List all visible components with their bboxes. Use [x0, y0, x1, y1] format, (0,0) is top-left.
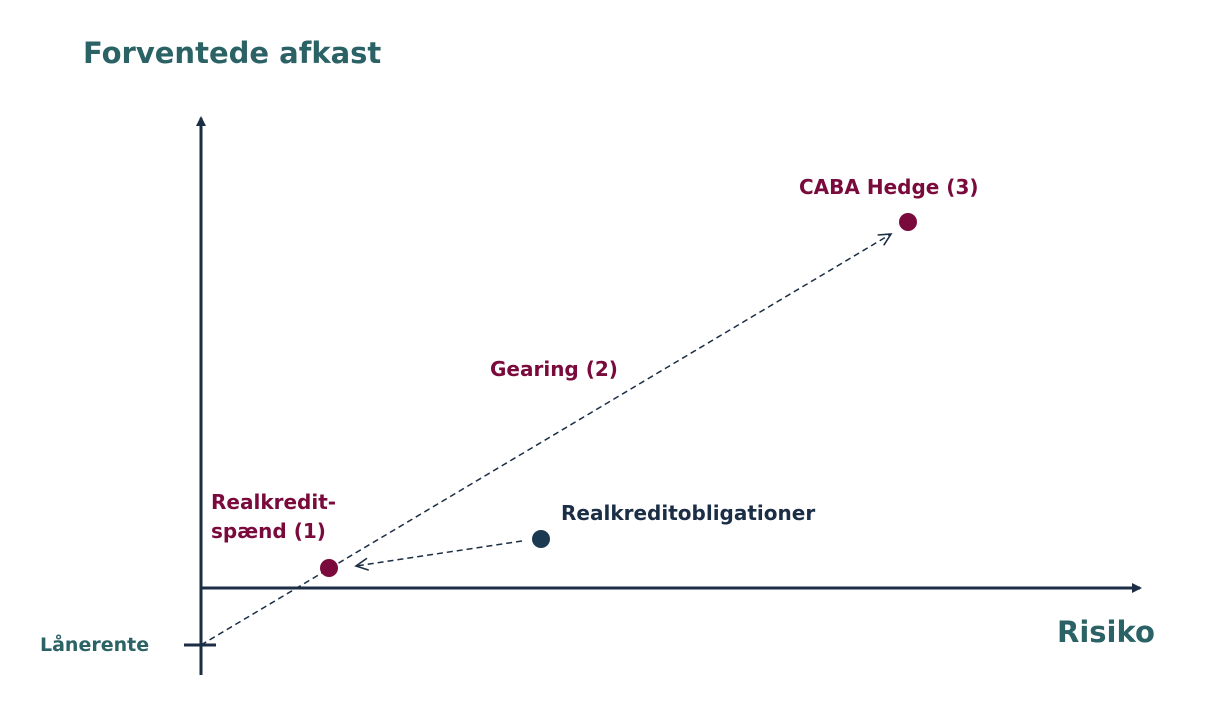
y-tick-label: Lånerente: [40, 632, 149, 656]
shift-arrow: [354, 540, 523, 571]
node-label: spænd (1): [211, 519, 326, 543]
node-label: CABA Hedge (3): [799, 175, 979, 199]
node-label: Realkredit-: [211, 490, 336, 514]
node-point: [320, 559, 338, 577]
gearing-arrow: [200, 233, 893, 646]
edge-label: Gearing (2): [490, 357, 618, 381]
x-axis-label: Risiko: [1057, 615, 1155, 649]
node-label: Realkreditobligationer: [561, 501, 815, 525]
node-point: [532, 530, 550, 548]
y-axis-label: Forventede afkast: [83, 36, 381, 70]
node-point: [899, 213, 917, 231]
